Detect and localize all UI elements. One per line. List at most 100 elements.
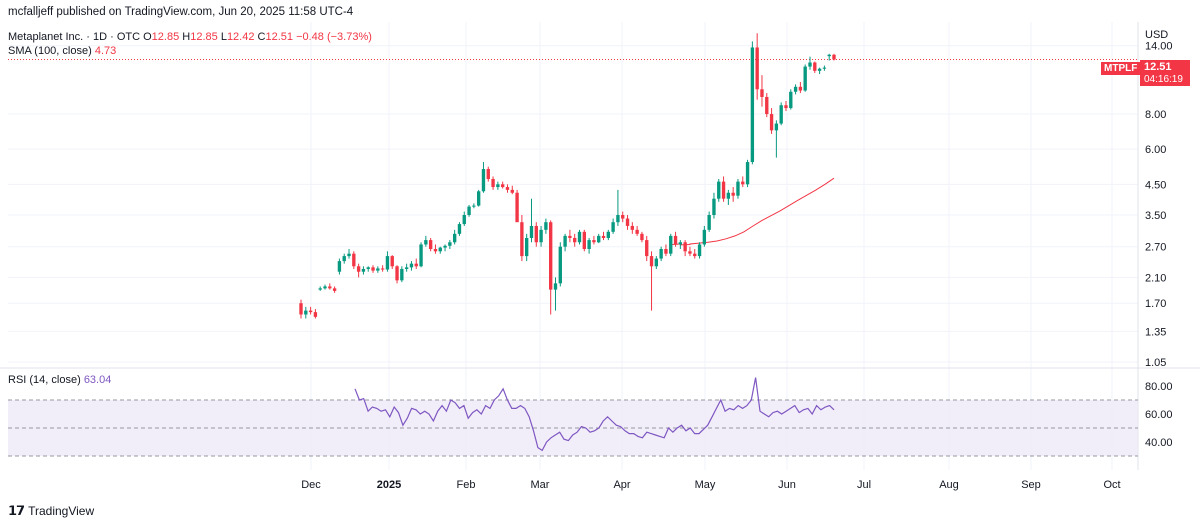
- candle-body: [448, 242, 452, 246]
- candle-body: [616, 215, 620, 223]
- open-value: 12.85: [151, 31, 180, 43]
- candle-body: [428, 240, 433, 249]
- candle-body: [784, 105, 788, 109]
- candle-body: [539, 229, 543, 243]
- candle-body: [505, 187, 510, 190]
- open-label: O: [143, 31, 152, 43]
- tradingview-logo-icon: 𝟭𝟳: [8, 503, 25, 518]
- rsi-line: [354, 377, 835, 452]
- candle-body: [549, 222, 553, 290]
- candle-body: [630, 225, 635, 230]
- candle-body: [606, 231, 610, 238]
- sma-label: SMA (100, close): [8, 45, 92, 57]
- candle-body: [798, 86, 803, 91]
- price-tick-label: 8.00: [1145, 109, 1166, 121]
- candle-body: [409, 263, 414, 268]
- candle-body: [654, 258, 659, 267]
- candle-body: [649, 256, 654, 267]
- time-tick-label: Feb: [457, 479, 476, 491]
- candle-body: [481, 169, 486, 192]
- candle-body: [404, 267, 409, 269]
- candle-body: [323, 286, 327, 289]
- candle-body: [452, 233, 457, 243]
- candles: [299, 33, 836, 319]
- candle-body: [765, 96, 769, 115]
- low-label: L: [220, 31, 227, 43]
- currency-label: USD: [1145, 29, 1168, 41]
- price-tick-label: 4.50: [1145, 179, 1166, 191]
- candle-body: [476, 191, 481, 206]
- candle-body: [433, 248, 438, 252]
- brand-label: TradingView: [28, 504, 95, 518]
- candle-body: [577, 231, 582, 243]
- candle-body: [712, 198, 716, 216]
- candle-body: [601, 235, 606, 238]
- candle-body: [424, 240, 428, 245]
- candle-body: [328, 286, 332, 289]
- time-tick-label: Oct: [1103, 479, 1120, 491]
- candle-body: [678, 242, 683, 245]
- candle-body: [789, 91, 793, 109]
- price-tick-label: 1.70: [1145, 298, 1166, 310]
- candle-body: [717, 181, 721, 199]
- candle-body: [803, 66, 807, 91]
- last-price-tag: 12.51: [1140, 60, 1190, 74]
- rsi-band: [8, 399, 1138, 457]
- candle-body: [356, 266, 361, 272]
- time-tick-label: Jul: [857, 479, 871, 491]
- sma-legend: SMA (100, close) 4.73: [8, 45, 116, 57]
- candle-body: [443, 245, 447, 248]
- candle-body: [371, 267, 375, 271]
- candle-body: [731, 192, 735, 196]
- footer-brand[interactable]: 𝟭𝟳 TradingView: [8, 503, 94, 519]
- time-tick-label: Sep: [1021, 479, 1041, 491]
- candle-body: [640, 233, 644, 241]
- candle-body: [750, 47, 755, 163]
- candle-body: [721, 181, 726, 199]
- candle-body: [673, 235, 678, 245]
- price-tick-label: 2.70: [1145, 242, 1166, 254]
- candle-body: [611, 222, 615, 232]
- candle-body: [337, 261, 342, 272]
- candle-body: [496, 184, 500, 188]
- candle-body: [304, 310, 308, 315]
- high-label: H: [182, 31, 191, 43]
- candle-body: [438, 247, 442, 252]
- rsi-tick-label: 60.00: [1145, 409, 1173, 421]
- price-tick-label: 6.00: [1145, 144, 1166, 156]
- candle-body: [741, 181, 745, 185]
- sma-line: [671, 177, 835, 246]
- price-tick-label: 1.05: [1145, 357, 1166, 369]
- time-tick-label: Apr: [613, 479, 630, 491]
- candle-body: [669, 235, 673, 254]
- price-tick-label: 14.00: [1145, 41, 1173, 53]
- sma-value: 4.73: [94, 45, 117, 57]
- candle-body: [587, 240, 591, 249]
- change-value: −0.48 (−3.73%): [296, 31, 372, 43]
- candle-body: [697, 244, 702, 257]
- candle-body: [313, 312, 318, 317]
- candle-body: [534, 225, 538, 243]
- candle-body: [361, 268, 366, 272]
- time-tick-label: Jun: [778, 479, 796, 491]
- candle-body: [755, 47, 759, 90]
- close-label: C: [257, 31, 266, 43]
- author-line: mcfalljeff published on TradingView.com,…: [8, 6, 354, 18]
- candle-body: [457, 224, 462, 234]
- candle-body: [726, 192, 731, 199]
- candle-body: [366, 267, 370, 269]
- candle-body: [573, 237, 577, 243]
- candle-body: [817, 68, 822, 71]
- time-tick-label: Aug: [939, 479, 959, 491]
- rsi-path: [354, 377, 835, 452]
- candle-body: [769, 114, 774, 131]
- candle-body: [376, 268, 380, 271]
- candle-body: [299, 303, 303, 315]
- grid-lines: [0, 22, 1200, 470]
- candle-body: [736, 181, 740, 196]
- candle-body: [813, 62, 817, 71]
- candle-body: [491, 179, 495, 188]
- candle-body: [779, 105, 783, 124]
- price-tick-label: 2.10: [1145, 272, 1166, 284]
